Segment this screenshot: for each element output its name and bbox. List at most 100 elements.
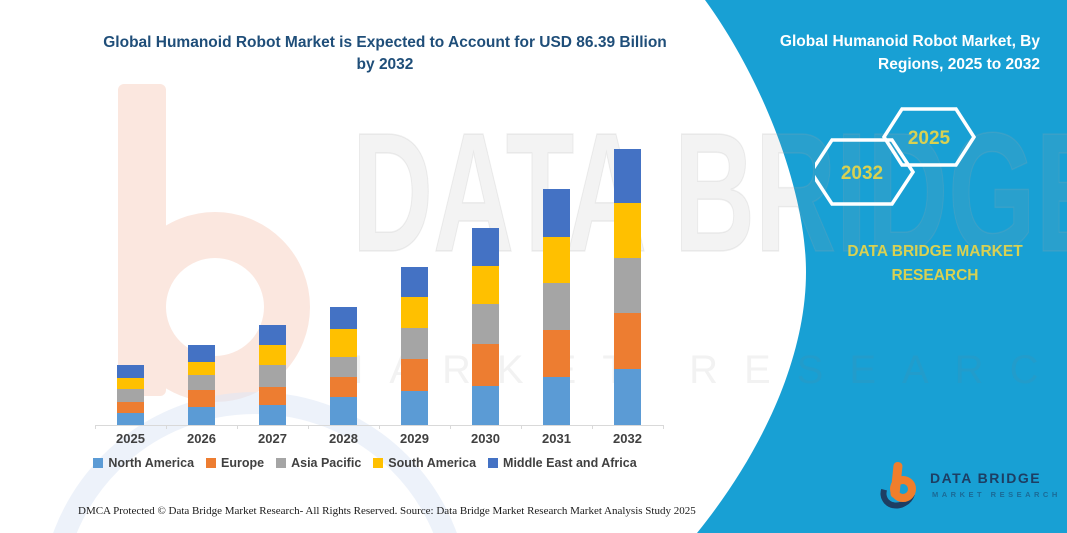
legend-swatch-icon xyxy=(206,458,217,468)
bar-segment xyxy=(472,228,499,266)
bar-segment xyxy=(401,391,428,425)
bar-segment xyxy=(543,237,570,283)
x-axis-tick xyxy=(308,425,309,429)
x-axis-label: 2030 xyxy=(471,431,500,446)
bar-column-2029 xyxy=(379,100,450,425)
legend-label: Middle East and Africa xyxy=(503,456,637,470)
bar-segment xyxy=(117,402,144,413)
legend-item: South America xyxy=(373,456,476,470)
legend-swatch-icon xyxy=(276,458,287,468)
bar-segment xyxy=(330,357,357,377)
bar-segment xyxy=(543,283,570,330)
hexagon-2025-label: 2025 xyxy=(908,128,951,149)
bar-segment xyxy=(472,344,499,386)
bar-segment xyxy=(117,389,144,402)
legend-item: Asia Pacific xyxy=(276,456,361,470)
bar-segment xyxy=(259,345,286,365)
bar-segment xyxy=(188,375,215,390)
x-axis-label: 2025 xyxy=(116,431,145,446)
bar-segment xyxy=(188,362,215,375)
bar-segment xyxy=(472,266,499,304)
databridge-logo-icon xyxy=(874,461,924,515)
bar-plot-area xyxy=(95,100,663,425)
bar-segment xyxy=(614,313,641,369)
legend-item: North America xyxy=(93,456,194,470)
x-axis-labels: 2025 2026 2027 2028 2029 2030 2031 2032 xyxy=(95,431,663,446)
bar-segment xyxy=(259,365,286,387)
x-axis-tick xyxy=(166,425,167,429)
hexagon-2025 xyxy=(881,107,977,167)
bar-column-2032 xyxy=(592,100,663,425)
x-axis-tick xyxy=(379,425,380,429)
databridge-logo: DATA BRIDGE MARKET RESEARCH xyxy=(874,461,1057,515)
bar-segment xyxy=(614,258,641,313)
bar-segment xyxy=(117,378,144,389)
x-axis-label: 2032 xyxy=(613,431,642,446)
bar-segment xyxy=(188,345,215,362)
year-hexagons: 2025 2032 xyxy=(815,107,977,206)
side-panel-heading-line2: Regions, 2025 to 2032 xyxy=(878,56,1040,74)
bar-segment xyxy=(259,405,286,425)
x-axis-label: 2029 xyxy=(400,431,429,446)
source-note: Source: Data Bridge Market Research Mark… xyxy=(400,505,696,517)
legend-label: Europe xyxy=(221,456,265,470)
bar-column-2025 xyxy=(95,100,166,425)
bar-segment xyxy=(472,304,499,344)
bar-segment xyxy=(614,203,641,258)
logo-b-bowl xyxy=(890,476,916,502)
bar-segment xyxy=(543,377,570,425)
x-axis-tick xyxy=(450,425,451,429)
bar-segment xyxy=(472,386,499,425)
x-axis-label: 2026 xyxy=(187,431,216,446)
bar-column-2031 xyxy=(521,100,592,425)
bar-segment xyxy=(401,328,428,359)
bar-segment xyxy=(614,149,641,203)
bar-segment xyxy=(401,297,428,328)
bar-segment xyxy=(401,359,428,391)
bar-segment xyxy=(259,387,286,405)
chart-legend: North America Europe Asia Pacific South Ame… xyxy=(40,456,690,470)
side-panel-heading: Global Humanoid Robot Market, By Regions… xyxy=(740,30,1040,77)
x-axis-tick xyxy=(95,425,96,429)
bar-segment xyxy=(330,329,357,357)
bar-segment xyxy=(117,365,144,378)
bar-segment xyxy=(401,267,428,297)
bar-segment xyxy=(330,397,357,425)
legend-swatch-icon xyxy=(373,458,384,468)
bar-segment xyxy=(614,369,641,425)
legend-swatch-icon xyxy=(488,458,499,468)
legend-label: South America xyxy=(388,456,477,470)
chart-title-line2: by 2032 xyxy=(356,56,414,74)
bar-segment xyxy=(188,390,215,407)
x-axis-tick xyxy=(237,425,238,429)
bar-segment xyxy=(543,189,570,237)
bar-segment xyxy=(330,307,357,329)
bar-column-2026 xyxy=(166,100,237,425)
logo-brand-text: DATA BRIDGE xyxy=(930,470,1042,486)
x-axis-tick xyxy=(663,425,664,429)
bar-segment xyxy=(543,330,570,377)
chart-title-line1: Global Humanoid Robot Market is Expected… xyxy=(103,34,667,51)
legend-item: Europe xyxy=(206,456,264,470)
bar-segment xyxy=(259,325,286,345)
legend-swatch-icon xyxy=(93,458,104,468)
legend-label: Asia Pacific xyxy=(291,456,362,470)
legend-label: North America xyxy=(108,456,195,470)
bar-segment xyxy=(330,377,357,397)
legend-item: Middle East and Africa xyxy=(488,456,637,470)
x-axis-tick xyxy=(521,425,522,429)
x-axis-label: 2027 xyxy=(258,431,287,446)
hexagon-2032-label: 2032 xyxy=(841,163,883,184)
bar-column-2027 xyxy=(237,100,308,425)
dmca-notice: DMCA Protected © Data Bridge Market Rese… xyxy=(78,505,398,517)
side-panel-brand: DATA BRIDGE MARKET RESEARCH xyxy=(825,240,1045,288)
side-panel-shape xyxy=(697,0,1067,533)
logo-tagline-text: MARKET RESEARCH xyxy=(932,490,1061,499)
side-panel-brand-line2: RESEARCH xyxy=(891,267,979,285)
side-panel-brand-line1: DATA BRIDGE MARKET xyxy=(847,243,1023,260)
bar-segment xyxy=(117,413,144,425)
bar-column-2030 xyxy=(450,100,521,425)
side-panel-heading-line1: Global Humanoid Robot Market, By xyxy=(779,33,1040,50)
